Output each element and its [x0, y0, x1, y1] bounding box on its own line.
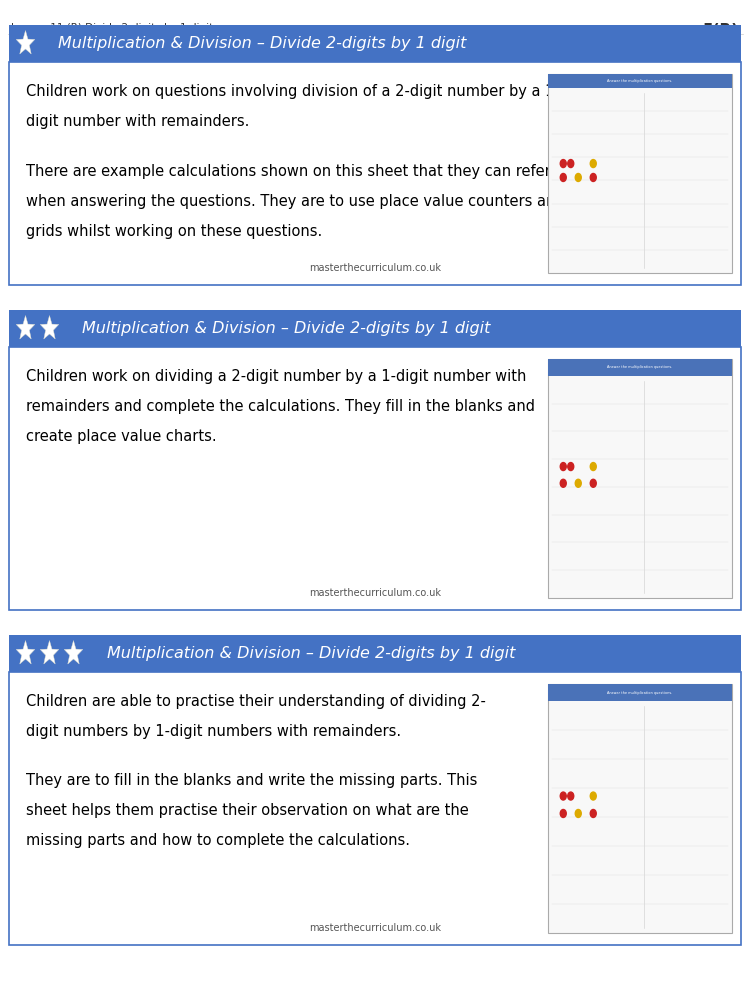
- FancyBboxPatch shape: [9, 347, 741, 610]
- Polygon shape: [16, 641, 34, 664]
- Circle shape: [568, 160, 574, 168]
- Circle shape: [575, 479, 581, 487]
- Text: Lesson 11 (R) Divide 2-digits by 1 digit: Lesson 11 (R) Divide 2-digits by 1 digit: [11, 23, 214, 33]
- Polygon shape: [64, 641, 82, 664]
- Circle shape: [590, 160, 596, 168]
- Polygon shape: [40, 316, 58, 339]
- Circle shape: [575, 809, 581, 817]
- Circle shape: [590, 792, 596, 800]
- Circle shape: [575, 173, 581, 181]
- FancyBboxPatch shape: [548, 359, 732, 598]
- FancyBboxPatch shape: [9, 25, 741, 62]
- Polygon shape: [16, 30, 34, 54]
- Text: digit numbers by 1-digit numbers with remainders.: digit numbers by 1-digit numbers with re…: [26, 724, 400, 739]
- FancyBboxPatch shape: [9, 310, 741, 347]
- Text: Children work on dividing a 2-digit number by a 1-digit number with: Children work on dividing a 2-digit numb…: [26, 369, 526, 384]
- Text: masterthecurriculum.co.uk: masterthecurriculum.co.uk: [309, 263, 441, 273]
- Text: remainders and complete the calculations. They fill in the blanks and: remainders and complete the calculations…: [26, 399, 535, 414]
- Text: There are example calculations shown on this sheet that they can refer to: There are example calculations shown on …: [26, 164, 569, 179]
- Circle shape: [568, 792, 574, 800]
- Circle shape: [560, 792, 566, 800]
- FancyBboxPatch shape: [548, 74, 732, 88]
- FancyBboxPatch shape: [548, 74, 732, 273]
- Text: missing parts and how to complete the calculations.: missing parts and how to complete the ca…: [26, 833, 410, 848]
- Text: sheet helps them practise their observation on what are the: sheet helps them practise their observat…: [26, 804, 468, 818]
- Text: They are to fill in the blanks and write the missing parts. This: They are to fill in the blanks and write…: [26, 774, 477, 788]
- Text: Multiplication & Division – Divide 2-digits by 1 digit: Multiplication & Division – Divide 2-dig…: [58, 36, 467, 51]
- Circle shape: [560, 160, 566, 168]
- Text: Answer the multiplication questions.: Answer the multiplication questions.: [608, 365, 673, 369]
- Text: Answer the multiplication questions.: Answer the multiplication questions.: [608, 79, 673, 83]
- Text: grids whilst working on these questions.: grids whilst working on these questions.: [26, 224, 322, 239]
- Circle shape: [560, 173, 566, 181]
- Text: when answering the questions. They are to use place value counters and: when answering the questions. They are t…: [26, 194, 564, 209]
- Text: Multiplication & Division – Divide 2-digits by 1 digit: Multiplication & Division – Divide 2-dig…: [82, 321, 491, 336]
- Polygon shape: [16, 316, 34, 339]
- Text: masterthecurriculum.co.uk: masterthecurriculum.co.uk: [309, 588, 441, 598]
- FancyBboxPatch shape: [548, 684, 732, 933]
- Text: Children work on questions involving division of a 2-digit number by a 1-: Children work on questions involving div…: [26, 84, 560, 99]
- Circle shape: [590, 809, 596, 817]
- Circle shape: [560, 809, 566, 817]
- Text: Answer the multiplication questions.: Answer the multiplication questions.: [608, 691, 673, 695]
- FancyBboxPatch shape: [548, 684, 732, 701]
- Polygon shape: [40, 641, 58, 664]
- Circle shape: [568, 463, 574, 471]
- Circle shape: [560, 479, 566, 487]
- Circle shape: [590, 463, 596, 471]
- FancyBboxPatch shape: [9, 635, 741, 672]
- Text: masterthecurriculum.co.uk: masterthecurriculum.co.uk: [309, 923, 441, 933]
- Circle shape: [590, 173, 596, 181]
- FancyBboxPatch shape: [9, 672, 741, 945]
- Text: Multiplication & Division – Divide 2-digits by 1 digit: Multiplication & Division – Divide 2-dig…: [106, 646, 514, 661]
- FancyBboxPatch shape: [9, 62, 741, 285]
- FancyBboxPatch shape: [548, 359, 732, 376]
- Text: 5(R): 5(R): [703, 23, 739, 38]
- Circle shape: [560, 463, 566, 471]
- Text: create place value charts.: create place value charts.: [26, 429, 216, 444]
- Text: Children are able to practise their understanding of dividing 2-: Children are able to practise their unde…: [26, 694, 485, 709]
- Text: digit number with remainders.: digit number with remainders.: [26, 114, 249, 129]
- Circle shape: [590, 479, 596, 487]
